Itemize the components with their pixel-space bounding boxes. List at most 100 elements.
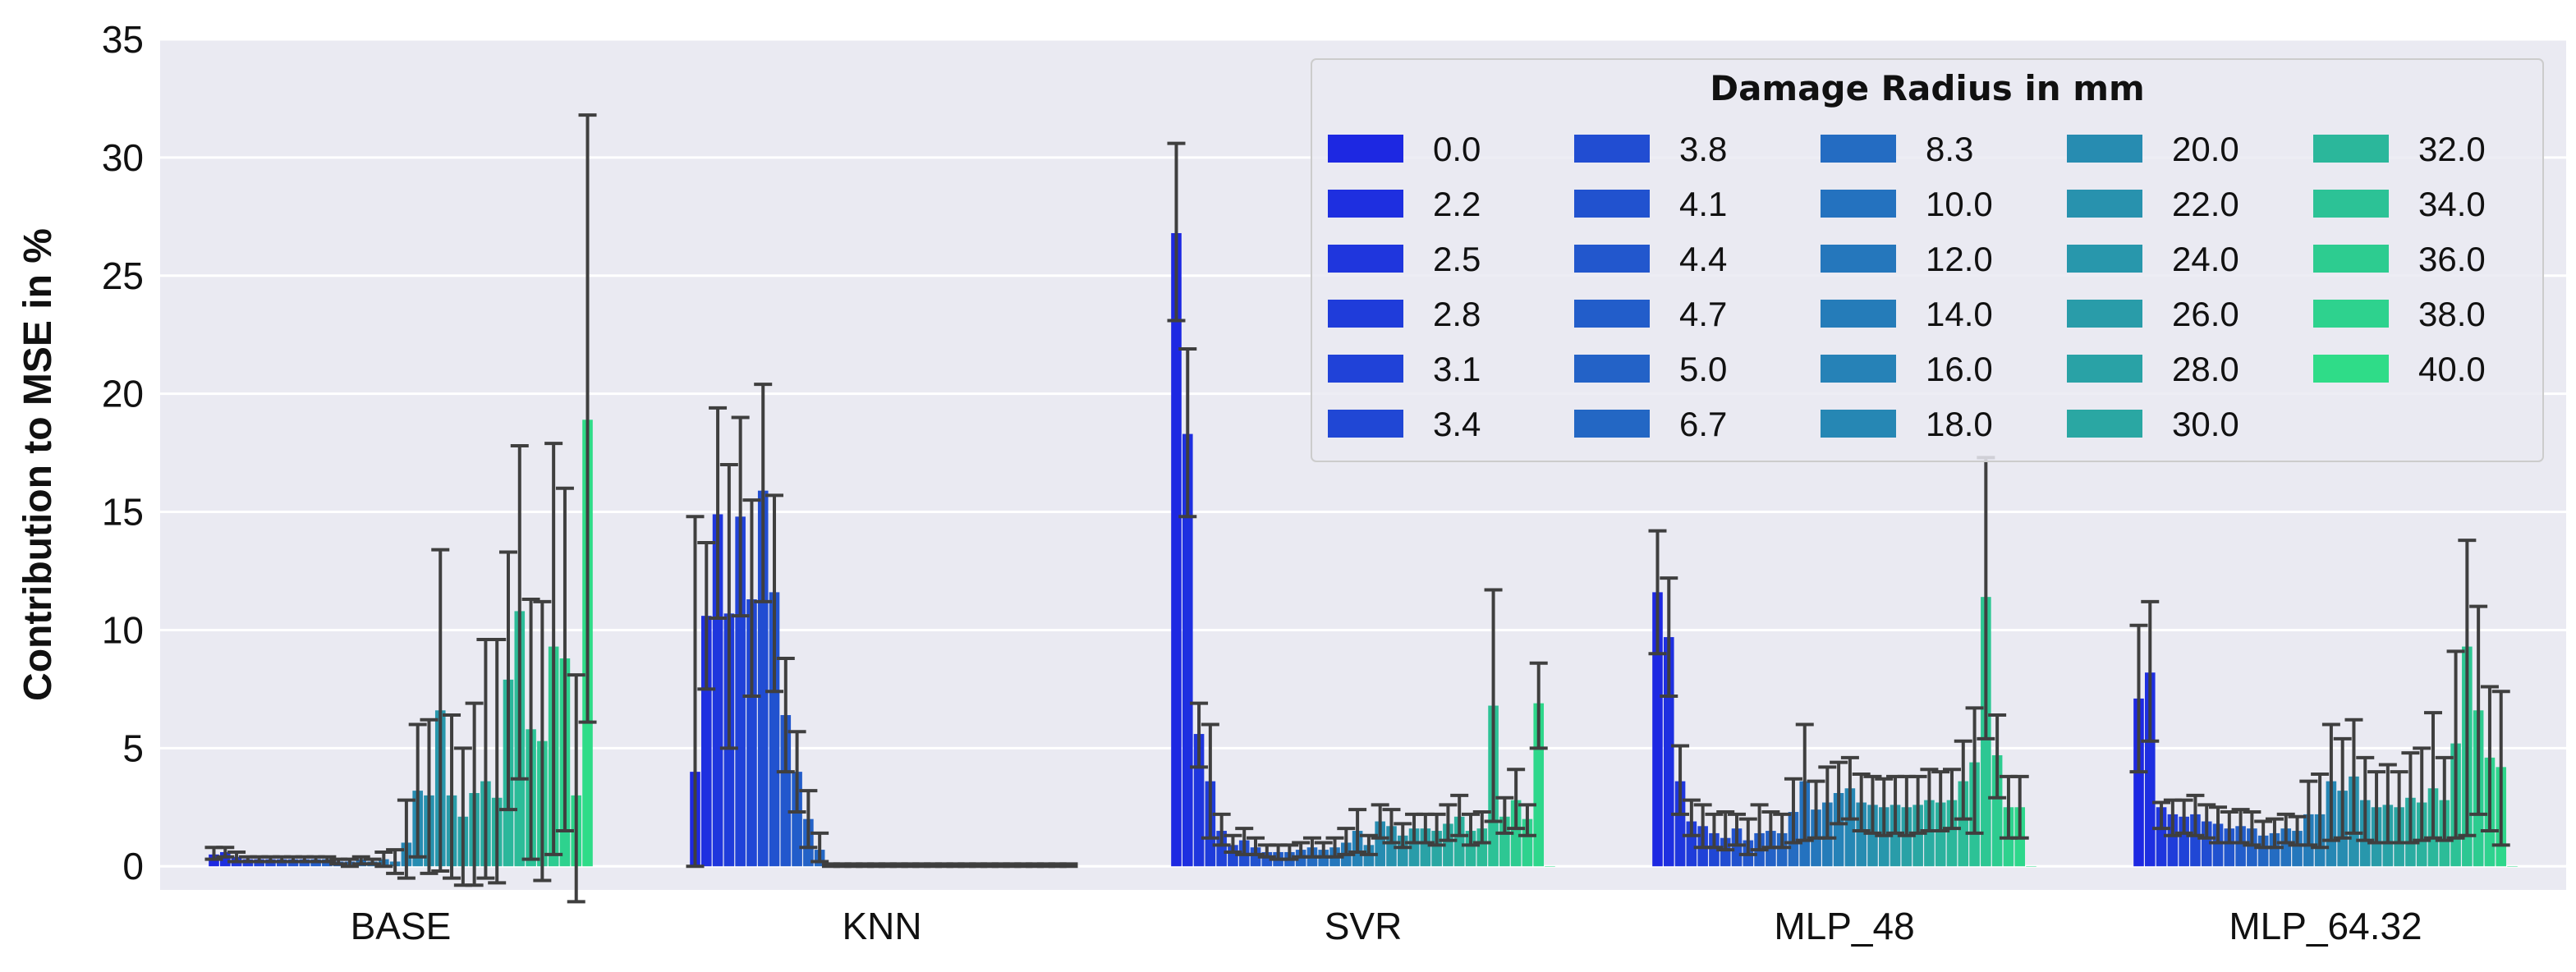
legend-swatch xyxy=(1574,300,1650,328)
legend-swatch xyxy=(1574,190,1650,218)
bar xyxy=(1935,802,1946,867)
bar xyxy=(1408,828,1420,867)
legend-swatch xyxy=(2313,135,2389,163)
bar xyxy=(1465,831,1476,867)
x-tick-label: BASE xyxy=(351,905,452,947)
legend-label: 38.0 xyxy=(2418,295,2486,333)
legend-label: 2.2 xyxy=(1433,185,1481,223)
y-tick-label: 25 xyxy=(102,254,144,297)
legend-label: 3.4 xyxy=(1433,405,1481,443)
legend-label: 4.4 xyxy=(1679,240,1727,278)
bar xyxy=(746,599,757,867)
x-tick-labels: BASE KNN SVR MLP_48 MLP_64.32 xyxy=(351,905,2422,947)
legend-swatch xyxy=(1821,245,1896,273)
legend-swatch xyxy=(1328,190,1403,218)
bar xyxy=(1674,781,1686,867)
legend-label: 0.0 xyxy=(1433,130,1481,168)
legend-swatch xyxy=(1328,355,1403,383)
y-tick-label: 0 xyxy=(122,845,144,887)
bar xyxy=(1867,805,1878,867)
legend-label: 16.0 xyxy=(1926,350,1993,388)
bar xyxy=(1890,805,1901,867)
x-tick-label: MLP_48 xyxy=(1774,905,1914,947)
legend-swatch xyxy=(1574,410,1650,438)
bar xyxy=(2224,828,2235,867)
legend-swatch xyxy=(1574,135,1650,163)
legend-swatch xyxy=(1328,135,1403,163)
legend-label: 5.0 xyxy=(1679,350,1727,388)
bar xyxy=(735,516,746,867)
bar xyxy=(792,772,802,867)
legend-swatch xyxy=(2313,355,2389,383)
bar xyxy=(1833,793,1844,867)
legend-label: 22.0 xyxy=(2172,185,2239,223)
x-tick-label: KNN xyxy=(842,905,921,947)
legend-label: 18.0 xyxy=(1926,405,1993,443)
legend-label: 34.0 xyxy=(2418,185,2486,223)
legend-items: 0.0 2.2 2.5 2.8 3.1 3.4 3.8 4.1 4.4 4.7 5.0 6.7 8.3 1… xyxy=(1328,130,2486,443)
legend-label: 28.0 xyxy=(2172,350,2239,388)
bar xyxy=(2026,866,2036,867)
legend-label: 8.3 xyxy=(1926,130,1973,168)
y-axis-title: Contribution to MSE in % xyxy=(16,228,60,701)
legend-label: 3.1 xyxy=(1433,350,1481,388)
legend-swatch xyxy=(1328,410,1403,438)
legend-label: 12.0 xyxy=(1926,240,1993,278)
bar xyxy=(1731,828,1743,867)
legend-swatch xyxy=(1328,300,1403,328)
x-tick-label: SVR xyxy=(1325,905,1403,947)
bar xyxy=(1476,828,1488,867)
bar xyxy=(2190,814,2201,867)
legend-swatch xyxy=(2067,245,2142,273)
bar xyxy=(2201,821,2212,867)
legend-label: 20.0 xyxy=(2172,130,2239,168)
bar xyxy=(1420,828,1431,867)
bar xyxy=(1250,847,1261,867)
legend-label: 6.7 xyxy=(1679,405,1727,443)
x-tick-label: MLP_64.32 xyxy=(2229,905,2422,947)
legend-label: 10.0 xyxy=(1926,185,1993,223)
bar xyxy=(757,490,769,867)
legend-label: 36.0 xyxy=(2418,240,2486,278)
legend-swatch xyxy=(1821,190,1896,218)
bar xyxy=(1510,800,1522,867)
y-tick-label: 15 xyxy=(102,491,144,534)
y-tick-label: 30 xyxy=(102,136,144,179)
legend-swatch xyxy=(1821,355,1896,383)
bar xyxy=(712,514,723,867)
bar xyxy=(1533,703,1545,867)
legend-label: 32.0 xyxy=(2418,130,2486,168)
legend-label: 40.0 xyxy=(2418,350,2486,388)
legend-swatch xyxy=(2313,300,2389,328)
bar xyxy=(780,715,792,867)
bar xyxy=(2507,866,2518,867)
bar xyxy=(2144,672,2156,867)
bar xyxy=(1216,831,1227,867)
legend-swatch xyxy=(1821,300,1896,328)
legend-label: 30.0 xyxy=(2172,405,2239,443)
bar xyxy=(1522,818,1533,867)
y-tick-label: 20 xyxy=(102,373,144,415)
bar xyxy=(769,592,780,867)
legend: Damage Radius in mm 0.0 2.2 2.5 2.8 3.1 3.4 3.… xyxy=(1311,58,2544,462)
bar xyxy=(2156,807,2167,867)
error-bars xyxy=(204,113,2510,904)
bar xyxy=(1228,845,1238,867)
legend-label: 4.7 xyxy=(1679,295,1727,333)
legend-swatch xyxy=(2313,245,2389,273)
bar xyxy=(2247,828,2257,867)
bar xyxy=(2280,828,2292,867)
bar xyxy=(1182,433,1193,867)
bar xyxy=(1709,832,1720,867)
bar xyxy=(1912,805,1923,867)
legend-swatch xyxy=(1574,355,1650,383)
legend-label: 24.0 xyxy=(2172,240,2239,278)
legend-swatch xyxy=(2067,190,2142,218)
legend-label: 14.0 xyxy=(1926,295,1993,333)
legend-swatch xyxy=(2067,410,2142,438)
bar xyxy=(2257,835,2269,867)
y-tick-labels: 0 5 10 15 20 25 30 35 xyxy=(102,18,144,887)
legend-swatch xyxy=(1328,245,1403,273)
legend-label: 26.0 xyxy=(2172,295,2239,333)
